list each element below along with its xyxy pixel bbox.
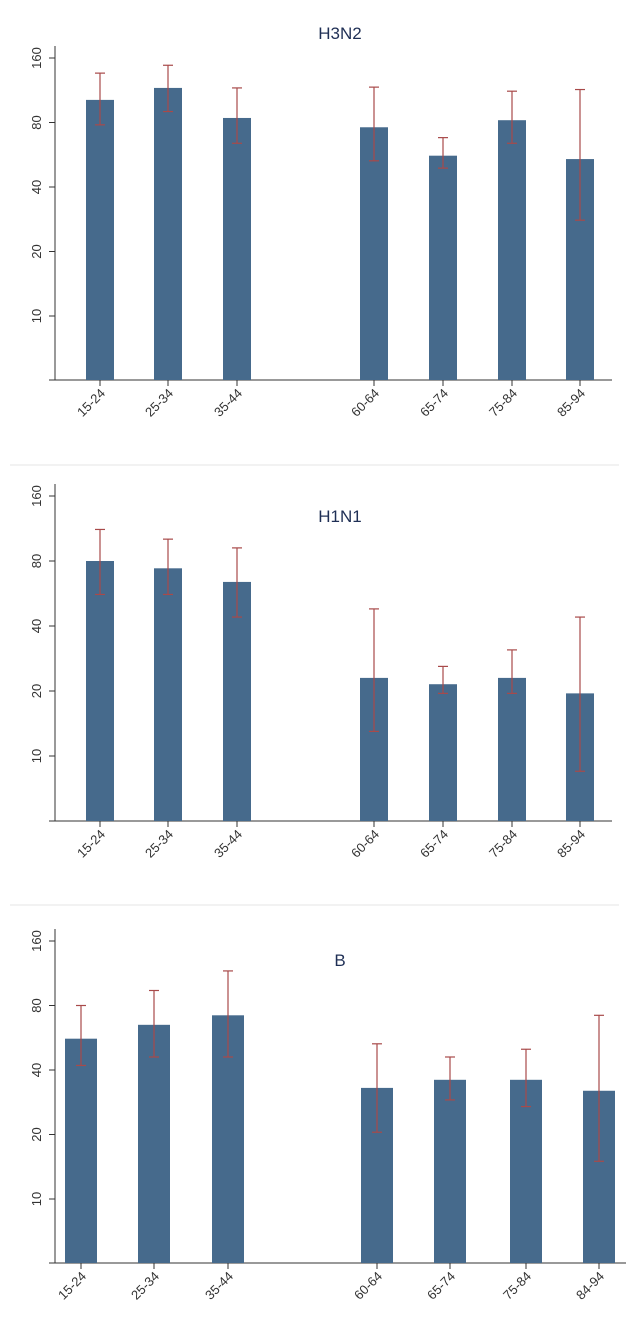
error-bar-65-74: [445, 1056, 455, 1101]
y-tick-label: 160: [29, 485, 44, 507]
y-tick-label: 40: [29, 619, 44, 633]
bar-75-84: [498, 120, 526, 380]
chart-panel-b: B 10 20 40 80 160 15-24 25-34 35-44 60-64 65-74 7…: [29, 929, 626, 1303]
x-tick-label: 75-84: [500, 1269, 534, 1303]
x-axis: [55, 820, 612, 827]
error-bar-60-64: [369, 86, 379, 162]
y-tick-label: 40: [29, 1063, 44, 1077]
y-tick-label: 160: [29, 47, 44, 69]
y-tick-label: 10: [29, 1192, 44, 1206]
bar-15-24: [65, 1038, 97, 1263]
error-bar-85-94: [575, 88, 585, 221]
x-tick-label: 65-74: [417, 386, 451, 420]
error-bar-35-44: [232, 87, 242, 144]
tick-labels: 15-24 25-34 35-44 60-64 65-74 75-84 85-94: [74, 827, 588, 861]
error-bar-84-94: [594, 1014, 604, 1162]
error-bar-65-74: [438, 137, 448, 169]
chart-panel-h3n2: H3N2 10 20 40 80 160 15-24 25-34 35-44 60-64 65-…: [29, 24, 612, 420]
error-bar-75-84: [521, 1048, 531, 1108]
x-tick-label: 60-64: [348, 386, 382, 420]
chart-title: H3N2: [318, 24, 361, 43]
y-axis: 10 20 40 80 160: [29, 929, 56, 1264]
error-bars: [76, 970, 604, 1162]
error-bar-75-84: [507, 90, 517, 144]
y-tick-label: 80: [29, 998, 44, 1012]
bar-65-74: [434, 1079, 466, 1263]
bar-75-84: [510, 1079, 542, 1263]
x-tick-label: 25-34: [142, 827, 176, 861]
y-tick-label: 160: [29, 930, 44, 952]
error-bar-25-34: [149, 989, 159, 1058]
error-bar-75-84: [507, 649, 517, 694]
bar-65-74: [429, 684, 457, 821]
bar-15-24: [86, 561, 114, 821]
y-tick-label: 10: [29, 749, 44, 763]
bar-25-34: [138, 1024, 170, 1263]
x-tick-label: 25-34: [128, 1269, 162, 1303]
x-tick-label: 65-74: [424, 1269, 458, 1303]
x-tick-label: 15-24: [74, 827, 108, 861]
y-axis: 10 20 40 80 160: [29, 484, 56, 822]
x-tick-label: 85-94: [554, 386, 588, 420]
error-bar-25-34: [163, 538, 173, 596]
x-tick-label: 35-44: [211, 386, 245, 420]
x-tick-label: 75-84: [486, 827, 520, 861]
error-bars: [95, 64, 585, 221]
chart-title: H1N1: [318, 507, 361, 526]
chart-panel-h1n1: H1N1 10 20 40 80 160 15-24 25-34 35-44 60-64 65-…: [29, 484, 612, 861]
error-bar-60-64: [372, 1043, 382, 1133]
y-tick-label: 80: [29, 115, 44, 129]
x-axis: [55, 379, 612, 386]
x-tick-label: 15-24: [55, 1269, 89, 1303]
chart-title: B: [334, 951, 345, 970]
bar-65-74: [429, 155, 457, 380]
bar-25-34: [154, 568, 182, 821]
y-tick-label: 20: [29, 1127, 44, 1141]
bar-60-64: [360, 127, 388, 380]
x-tick-label: 85-94: [554, 827, 588, 861]
error-bar-35-44: [232, 547, 242, 618]
error-bar-15-24: [95, 528, 105, 596]
error-bar-15-24: [76, 1004, 86, 1067]
error-bar-35-44: [223, 970, 233, 1058]
y-axis: 10 20 40 80 160: [29, 46, 56, 381]
tick-labels: 15-24 25-34 35-44 60-64 65-74 75-84 85-94: [74, 386, 588, 420]
x-tick-label: 15-24: [74, 386, 108, 420]
error-bar-25-34: [163, 64, 173, 113]
error-bars: [95, 528, 585, 772]
y-tick-label: 80: [29, 554, 44, 568]
x-tick-label: 84-94: [573, 1269, 607, 1303]
error-bar-85-94: [575, 616, 585, 772]
x-tick-label: 60-64: [351, 1269, 385, 1303]
bars: [86, 87, 594, 380]
bars: [65, 1015, 615, 1263]
error-bar-15-24: [95, 72, 105, 126]
x-tick-label: 35-44: [202, 1269, 236, 1303]
bar-25-34: [154, 87, 182, 380]
y-tick-label: 40: [29, 180, 44, 194]
y-tick-label: 20: [29, 684, 44, 698]
x-axis: [55, 1262, 626, 1269]
bar-35-44: [223, 581, 251, 821]
x-tick-label: 60-64: [348, 827, 382, 861]
tick-labels: 15-24 25-34 35-44 60-64 65-74 75-84 84-94: [55, 1269, 607, 1303]
error-bar-60-64: [369, 608, 379, 732]
error-bar-65-74: [438, 665, 448, 694]
bar-35-44: [223, 117, 251, 380]
y-tick-label: 20: [29, 244, 44, 258]
bars: [86, 561, 594, 821]
x-tick-label: 65-74: [417, 827, 451, 861]
y-tick-label: 10: [29, 309, 44, 323]
bar-15-24: [86, 99, 114, 380]
x-tick-label: 75-84: [486, 386, 520, 420]
x-tick-label: 35-44: [211, 827, 245, 861]
x-tick-label: 25-34: [142, 386, 176, 420]
bar-75-84: [498, 677, 526, 821]
